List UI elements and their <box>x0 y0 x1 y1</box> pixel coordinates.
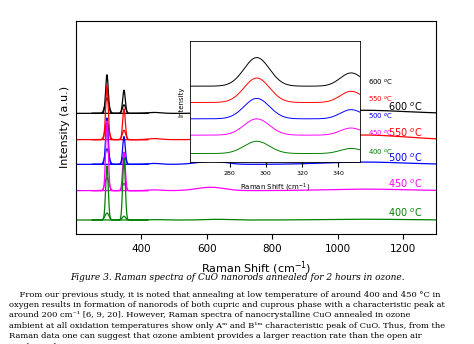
Y-axis label: Intensity: Intensity <box>178 86 184 117</box>
X-axis label: Raman Shift (cm$^{-1}$): Raman Shift (cm$^{-1}$) <box>240 182 310 194</box>
Text: 600 $^{o}$C: 600 $^{o}$C <box>388 100 423 112</box>
Y-axis label: Intensity (a.u.): Intensity (a.u.) <box>60 86 70 168</box>
Text: 450 $^{o}$C: 450 $^{o}$C <box>388 178 423 190</box>
Text: Figure 3. Raman spectra of CuO nanorods annealed for 2 hours in ozone.: Figure 3. Raman spectra of CuO nanorods … <box>70 273 404 282</box>
Text: 600 $^{o}$C: 600 $^{o}$C <box>367 77 393 87</box>
Text: 450 $^{o}$C: 450 $^{o}$C <box>367 128 393 138</box>
Text: 500 $^{o}$C: 500 $^{o}$C <box>388 151 423 164</box>
Text: 550 $^{o}$C: 550 $^{o}$C <box>388 127 423 139</box>
Text: 500 $^{o}$C: 500 $^{o}$C <box>367 111 393 121</box>
Text: 400 $^{o}$C: 400 $^{o}$C <box>367 147 393 157</box>
Text: From our previous study, it is noted that annealing at low temperature of around: From our previous study, it is noted tha… <box>9 291 446 344</box>
X-axis label: Raman Shift (cm$^{-1}$): Raman Shift (cm$^{-1}$) <box>201 259 311 277</box>
Text: 550 $^{o}$C: 550 $^{o}$C <box>367 94 393 104</box>
Text: 400 $^{o}$C: 400 $^{o}$C <box>388 207 423 219</box>
